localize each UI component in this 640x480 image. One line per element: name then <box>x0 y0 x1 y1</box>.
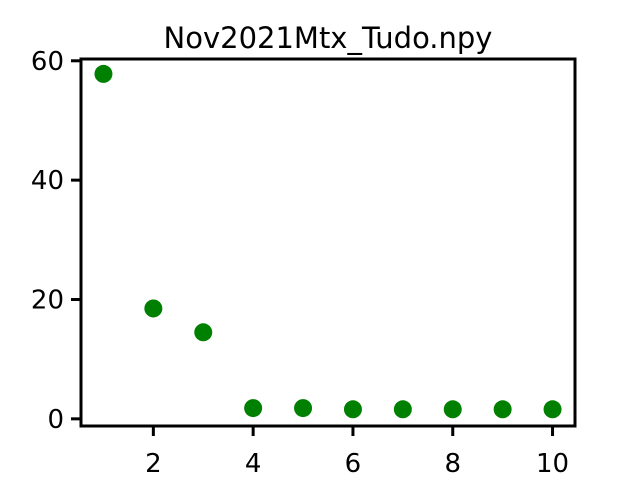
x-tick-label: 2 <box>145 449 162 479</box>
data-point <box>493 400 512 419</box>
axis-ticks: 2 4 6 8 10 0 20 40 60 <box>31 47 569 479</box>
data-point <box>144 299 163 318</box>
x-tick-label: 8 <box>444 449 461 479</box>
x-tick-label: 10 <box>536 449 569 479</box>
data-point <box>244 399 263 418</box>
chart-title: Nov2021Mtx_Tudo.npy <box>164 21 493 55</box>
y-tick-label: 0 <box>47 405 64 435</box>
x-tick-label: 4 <box>245 449 262 479</box>
data-point <box>194 323 213 342</box>
data-point <box>343 400 362 419</box>
y-tick-label: 40 <box>31 166 64 196</box>
x-tick-label: 6 <box>345 449 362 479</box>
data-point <box>94 64 113 83</box>
data-point <box>393 400 412 419</box>
plot-frame <box>79 57 577 428</box>
data-point <box>543 400 562 419</box>
y-tick-label: 20 <box>31 285 64 315</box>
data-point <box>294 399 313 418</box>
y-tick-label: 60 <box>31 47 64 77</box>
data-points <box>94 64 562 419</box>
data-point <box>443 400 462 419</box>
